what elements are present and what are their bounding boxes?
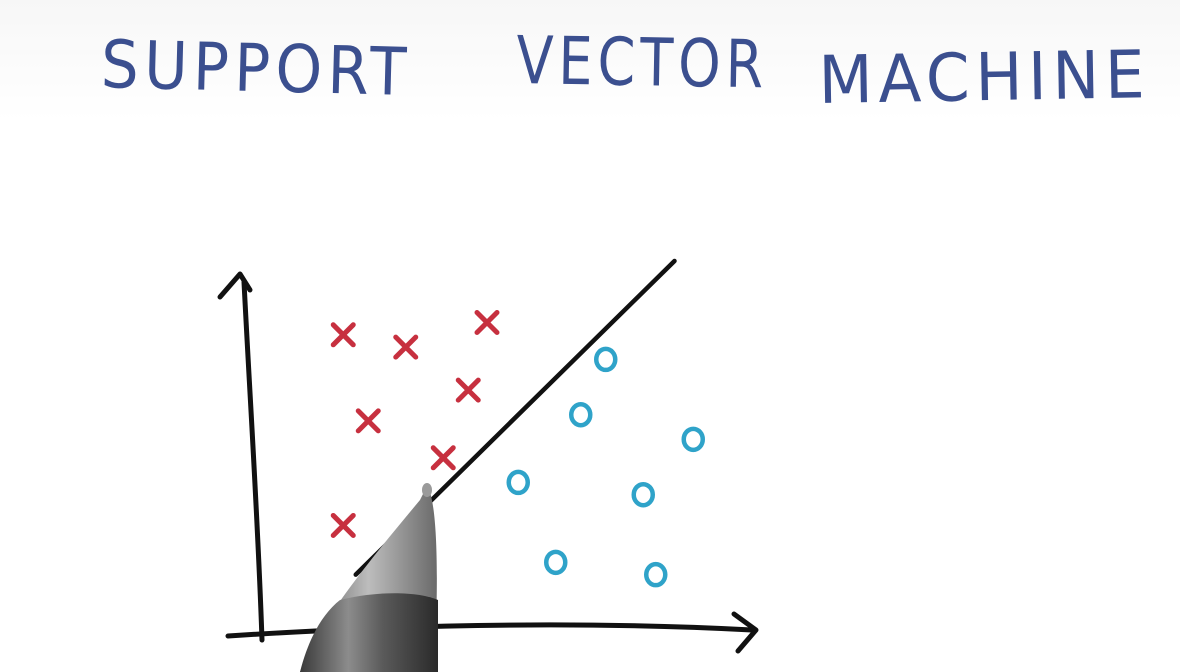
x-point-6 — [430, 445, 456, 471]
x-point-4 — [455, 377, 481, 403]
o-point-4 — [506, 469, 530, 496]
o-point-5 — [631, 481, 655, 508]
x-point-1 — [330, 322, 356, 348]
class-x-points — [330, 310, 500, 538]
o-point-6 — [544, 549, 568, 576]
x-point-5 — [355, 408, 381, 434]
o-point-2 — [569, 402, 593, 428]
x-point-2 — [393, 334, 419, 360]
x-point-3 — [474, 310, 500, 335]
pen-icon — [300, 483, 438, 672]
axes — [217, 271, 759, 654]
x-axis-arrowhead — [731, 611, 759, 654]
class-o-points — [506, 346, 705, 588]
o-point-3 — [681, 426, 705, 453]
o-point-1 — [594, 346, 618, 373]
x-axis — [225, 622, 755, 639]
y-axis-arrowhead — [217, 271, 253, 300]
y-axis — [241, 279, 265, 643]
x-point-7 — [330, 512, 356, 538]
o-point-7 — [644, 561, 668, 588]
